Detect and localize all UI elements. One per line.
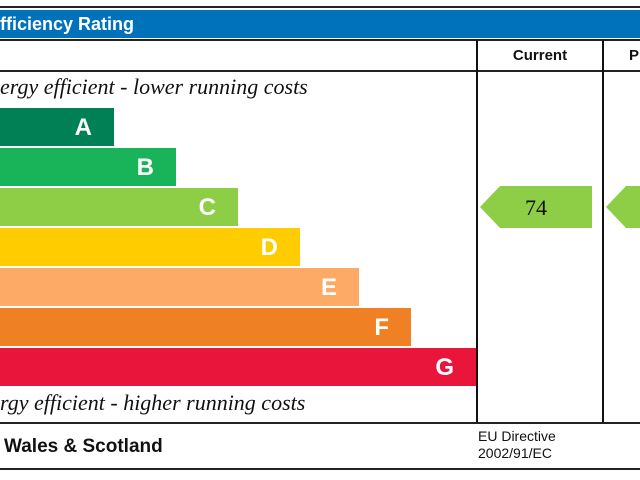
column-current: Current [512, 47, 568, 64]
potential-rating-arrow [606, 186, 640, 228]
bottom-border [0, 468, 640, 470]
directive-line: EU Directive [478, 428, 556, 444]
column-divider [476, 40, 478, 423]
chart-title: fficiency Rating [0, 10, 640, 38]
band-f: F [0, 308, 411, 346]
bottom-note: rgy efficient - higher running costs [0, 390, 306, 415]
band-d: D [0, 228, 300, 266]
column-divider [602, 40, 604, 423]
footer-directive: EU Directive 2002/91/EC [478, 428, 556, 462]
divider [0, 70, 640, 72]
band-a: A [0, 108, 114, 146]
footer-region: Wales & Scotland [4, 436, 163, 457]
divider [0, 422, 640, 424]
column-potential: P [628, 47, 639, 64]
band-c: C [0, 188, 238, 226]
band-b: B [0, 148, 176, 186]
band-g: G [0, 348, 476, 386]
current-rating-arrow: 74 [480, 186, 592, 228]
top-border [0, 6, 640, 8]
top-note: ergy efficient - lower running costs [0, 74, 308, 99]
divider [0, 39, 640, 41]
band-e: E [0, 268, 359, 306]
directive-line: 2002/91/EC [478, 445, 552, 461]
current-rating-value: 74 [525, 195, 547, 220]
